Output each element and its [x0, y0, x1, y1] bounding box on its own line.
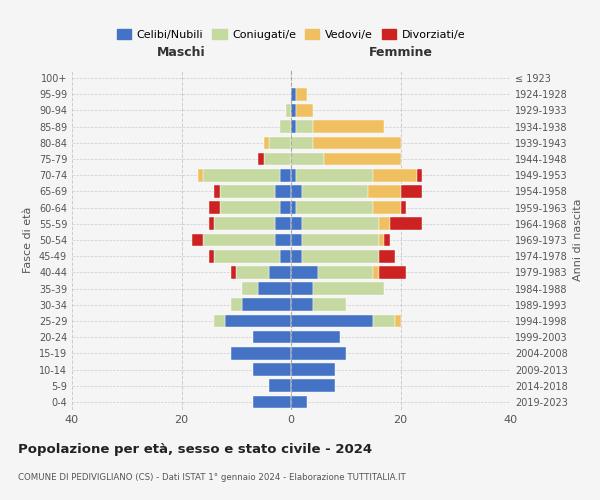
Bar — [193, 234, 203, 246]
Bar — [291, 314, 373, 328]
Bar — [296, 169, 373, 181]
Bar — [313, 298, 346, 311]
Bar — [313, 282, 384, 295]
Bar — [291, 202, 296, 214]
Bar — [291, 234, 302, 246]
Bar — [379, 234, 384, 246]
Legend: Celibi/Nubili, Coniugati/e, Vedovi/e, Divorziati/e: Celibi/Nubili, Coniugati/e, Vedovi/e, Di… — [112, 24, 470, 44]
Bar — [401, 202, 406, 214]
Bar — [291, 120, 296, 133]
Bar — [275, 234, 291, 246]
Y-axis label: Fasce di età: Fasce di età — [23, 207, 33, 273]
Bar — [280, 120, 291, 133]
Bar — [263, 152, 291, 166]
Bar — [220, 202, 280, 214]
Bar — [214, 314, 226, 328]
Bar — [253, 396, 291, 408]
Bar — [242, 282, 258, 295]
Bar — [203, 169, 280, 181]
Bar — [384, 234, 389, 246]
Bar — [389, 218, 422, 230]
Bar — [209, 250, 214, 262]
Bar — [291, 218, 302, 230]
Bar — [269, 266, 291, 278]
Bar — [302, 218, 379, 230]
Text: Maschi: Maschi — [157, 46, 206, 59]
Bar — [324, 152, 401, 166]
Bar — [373, 266, 379, 278]
Bar — [291, 136, 313, 149]
Bar — [226, 314, 291, 328]
Text: Femmine: Femmine — [368, 46, 433, 59]
Bar — [302, 234, 379, 246]
Bar — [269, 136, 291, 149]
Bar — [291, 169, 296, 181]
Bar — [291, 347, 346, 360]
Bar — [291, 298, 313, 311]
Bar — [280, 250, 291, 262]
Bar — [291, 396, 307, 408]
Bar — [302, 185, 368, 198]
Bar — [373, 169, 417, 181]
Bar — [291, 250, 302, 262]
Bar — [269, 380, 291, 392]
Bar — [417, 169, 422, 181]
Bar — [231, 298, 242, 311]
Bar — [296, 202, 373, 214]
Bar — [296, 104, 313, 117]
Bar — [236, 266, 269, 278]
Bar — [291, 185, 302, 198]
Bar — [209, 218, 214, 230]
Bar — [286, 104, 291, 117]
Bar — [296, 88, 307, 101]
Bar — [291, 266, 319, 278]
Bar — [214, 218, 275, 230]
Bar — [242, 298, 291, 311]
Bar — [214, 250, 280, 262]
Bar — [379, 250, 395, 262]
Bar — [373, 202, 401, 214]
Bar — [280, 169, 291, 181]
Bar — [291, 88, 296, 101]
Bar — [214, 185, 220, 198]
Bar — [291, 331, 340, 344]
Bar — [231, 347, 291, 360]
Bar — [258, 282, 291, 295]
Bar — [401, 185, 422, 198]
Y-axis label: Anni di nascita: Anni di nascita — [573, 198, 583, 281]
Bar — [275, 185, 291, 198]
Bar — [313, 120, 384, 133]
Bar — [231, 266, 236, 278]
Bar — [275, 218, 291, 230]
Bar — [209, 202, 220, 214]
Bar — [253, 331, 291, 344]
Bar — [203, 234, 275, 246]
Bar — [395, 314, 401, 328]
Bar — [291, 282, 313, 295]
Bar — [373, 314, 395, 328]
Bar — [379, 218, 389, 230]
Text: COMUNE DI PEDIVIGLIANO (CS) - Dati ISTAT 1° gennaio 2024 - Elaborazione TUTTITAL: COMUNE DI PEDIVIGLIANO (CS) - Dati ISTAT… — [18, 472, 406, 482]
Bar — [379, 266, 406, 278]
Bar — [319, 266, 373, 278]
Bar — [291, 104, 296, 117]
Bar — [313, 136, 401, 149]
Bar — [280, 202, 291, 214]
Text: Popolazione per età, sesso e stato civile - 2024: Popolazione per età, sesso e stato civil… — [18, 442, 372, 456]
Bar — [291, 152, 324, 166]
Bar — [258, 152, 263, 166]
Bar — [198, 169, 203, 181]
Bar — [302, 250, 379, 262]
Bar — [368, 185, 401, 198]
Bar — [296, 120, 313, 133]
Bar — [220, 185, 275, 198]
Bar — [291, 380, 335, 392]
Bar — [263, 136, 269, 149]
Bar — [291, 363, 335, 376]
Bar — [253, 363, 291, 376]
